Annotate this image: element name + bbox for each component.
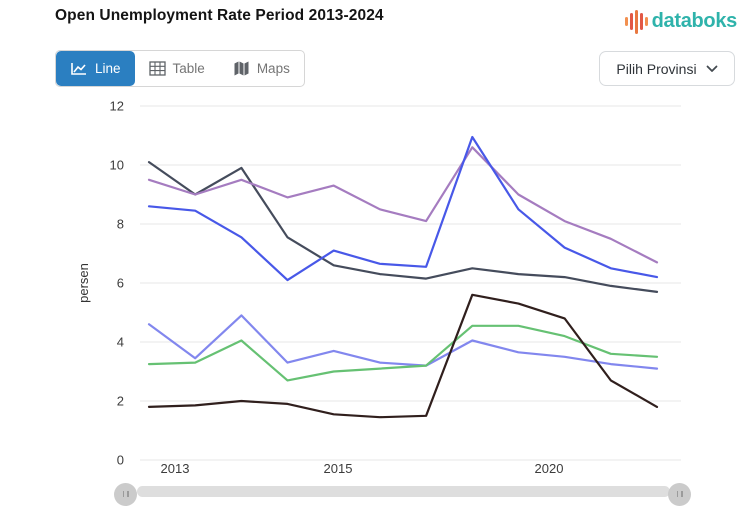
series-line-dark-slate	[147, 161, 659, 293]
x-tick-label: 2015	[324, 461, 353, 476]
province-dropdown-label: Pilih Provinsi	[616, 60, 697, 77]
y-axis-title: persen	[76, 263, 91, 303]
y-tick-label: 6	[117, 276, 124, 291]
tab-line[interactable]: Line	[56, 51, 135, 86]
y-tick-label: 4	[117, 335, 124, 350]
y-tick-label: 8	[117, 217, 124, 232]
line-chart: 0 2 4 6 8 10 12 persen 2013 2015 2020	[76, 99, 681, 476]
chart-view-tabbar: Line Table Maps	[55, 50, 305, 87]
tab-table[interactable]: Table	[135, 51, 219, 86]
databoks-bars-icon	[624, 8, 648, 35]
x-tick-label: 2013	[161, 461, 190, 476]
y-tick-label: 12	[110, 99, 124, 114]
folded-map-icon	[233, 61, 250, 76]
range-slider-track[interactable]	[137, 486, 670, 497]
province-dropdown[interactable]: Pilih Provinsi	[599, 51, 735, 86]
slider-handle-left[interactable]	[114, 483, 137, 506]
y-tick-label: 2	[117, 394, 124, 409]
y-tick-label: 0	[117, 453, 124, 468]
table-grid-icon	[148, 61, 166, 76]
tab-line-label: Line	[95, 61, 121, 76]
slider-handle-right[interactable]	[668, 483, 691, 506]
series-line-purple	[147, 146, 659, 264]
page-title: Open Unemployment Rate Period 2013-2024	[55, 7, 384, 24]
series-line-green	[147, 324, 659, 382]
line-chart-icon	[70, 62, 88, 76]
tab-maps[interactable]: Maps	[219, 51, 304, 86]
y-tick-label: 10	[110, 158, 124, 173]
series-line-periwinkle	[147, 314, 659, 370]
series-line-dark-brown	[147, 293, 659, 419]
tab-maps-label: Maps	[256, 61, 290, 76]
x-tick-label: 2020	[535, 461, 564, 476]
series-line-blue	[147, 135, 659, 282]
databoks-logo-text: databoks	[651, 10, 738, 32]
chevron-down-icon	[706, 65, 718, 73]
databoks-logo: databoks	[624, 8, 738, 35]
tab-table-label: Table	[172, 61, 205, 76]
